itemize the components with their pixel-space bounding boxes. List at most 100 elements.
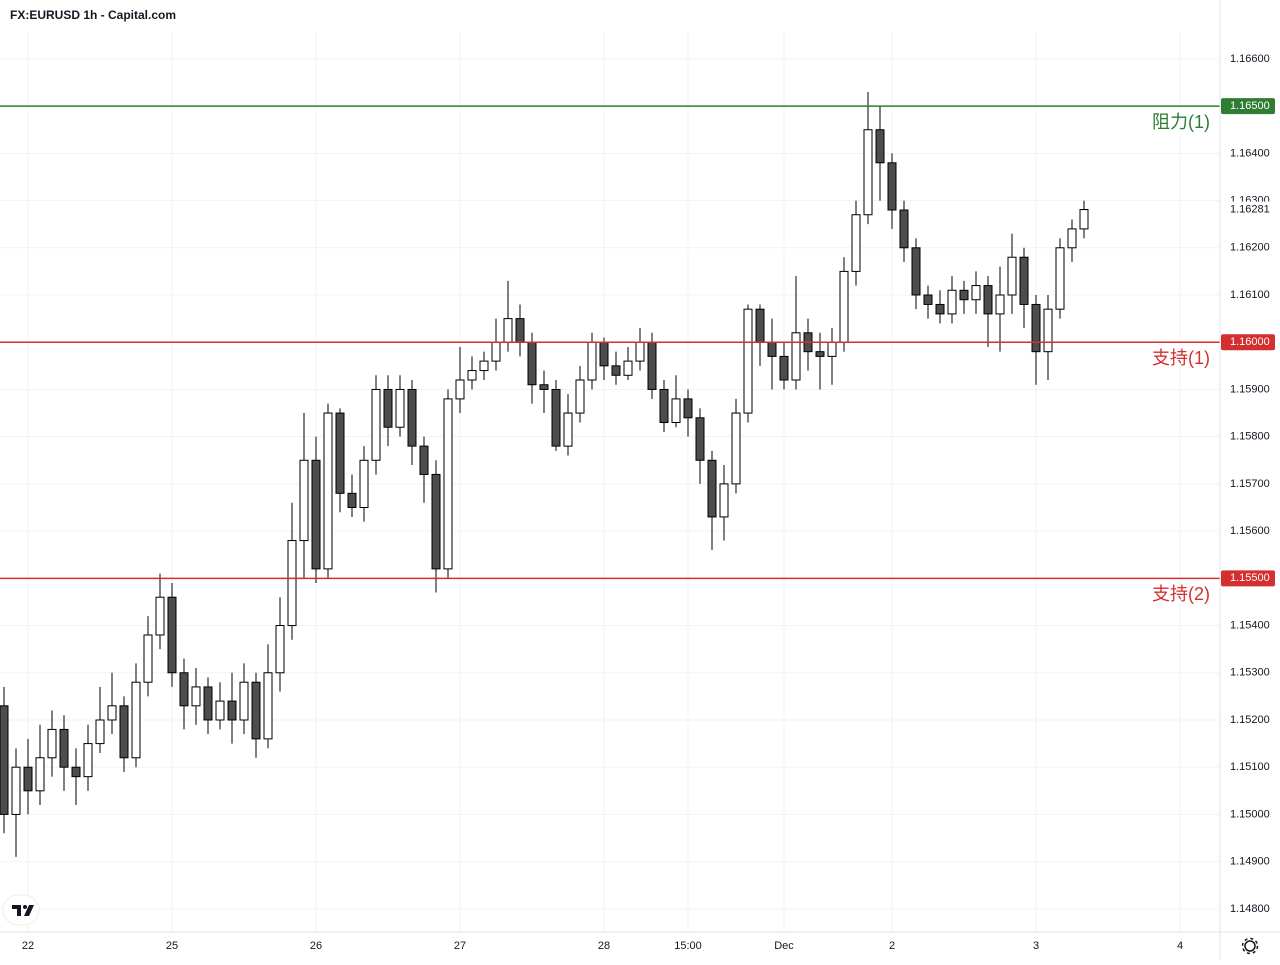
level-tag: 1.16500 [1230, 100, 1270, 112]
candle-body [563, 412, 573, 447]
y-tick-label: 1.14800 [1230, 903, 1270, 915]
candle-body [155, 596, 165, 636]
y-tick-label: 1.16600 [1230, 53, 1270, 65]
candle-body [587, 341, 597, 381]
candle-body [83, 743, 93, 778]
candle-body [707, 459, 717, 518]
candle-body [179, 672, 189, 707]
candle-body [0, 705, 9, 815]
candle-body [143, 634, 153, 683]
x-tick-label: 28 [598, 940, 610, 952]
candle-body [431, 473, 441, 570]
candle-body [899, 209, 909, 249]
candle-body [851, 214, 861, 272]
level-label: 支持(1) [1152, 348, 1210, 368]
y-tick-label: 1.16100 [1230, 289, 1270, 301]
candle-body [107, 705, 117, 721]
candle-body [503, 318, 513, 343]
y-tick-label: 1.15800 [1230, 431, 1270, 443]
candle-body [203, 686, 213, 721]
axes: 1.14800 1.14900 1.15000 1.15100 1.15200 1.153… [22, 53, 1275, 952]
candle-body [263, 672, 273, 740]
candle-body [371, 388, 381, 461]
candle-body [683, 398, 693, 419]
settings-icon[interactable] [1241, 937, 1259, 955]
candle-body [767, 341, 777, 357]
candle-body [827, 341, 837, 357]
candle-body [695, 417, 705, 461]
level-tag-bg [1221, 334, 1275, 351]
level-tag: 1.15500 [1230, 572, 1270, 584]
candle-body [791, 332, 801, 381]
candle-body [971, 285, 981, 301]
y-tick-label: 1.16200 [1230, 242, 1270, 254]
y-tick-label: 1.15000 [1230, 808, 1270, 820]
candle-body [995, 294, 1005, 315]
candle-body [59, 728, 69, 768]
candle-body [167, 596, 177, 674]
candle-body [1055, 247, 1065, 310]
y-tick-label: 1.14900 [1230, 856, 1270, 868]
x-tick-label: Dec [774, 940, 794, 952]
x-tick-label: 25 [166, 940, 178, 952]
candle-body [47, 728, 57, 759]
candle-body [527, 341, 537, 386]
candle-body [755, 308, 765, 343]
level-label: 阻力(1) [1152, 112, 1210, 132]
candle-body [467, 370, 477, 381]
candle-body [671, 398, 681, 424]
candle-body [923, 294, 933, 305]
candle-body [875, 129, 885, 164]
plot: 阻力(1) 支持(1) 支持(2) [0, 91, 1220, 857]
candle-body [1067, 228, 1077, 249]
y-tick-label: 1.15400 [1230, 619, 1270, 631]
candle-body [359, 459, 369, 508]
candle-body [383, 388, 393, 428]
candle-body [779, 355, 789, 381]
x-tick-label: 3 [1033, 940, 1039, 952]
candle-body [1031, 303, 1041, 353]
candle-body [659, 388, 669, 424]
level-label: 支持(2) [1152, 584, 1210, 604]
chart-title: FX:EURUSD 1h - Capital.com [10, 8, 176, 22]
candle-body [323, 412, 333, 570]
x-tick-label: 2 [889, 940, 895, 952]
candle-body [719, 483, 729, 518]
candle-body [539, 384, 549, 390]
logo [2, 894, 40, 926]
candle-body [239, 681, 249, 721]
candle-body [455, 379, 465, 400]
candle-body [959, 289, 969, 301]
y-tick-label: 1.15300 [1230, 667, 1270, 679]
last-price-label: 1.16281 [1230, 203, 1270, 215]
candle-body [491, 341, 501, 362]
candle-body [407, 388, 417, 447]
candle-body [95, 719, 105, 745]
x-tick-label: 15:00 [674, 940, 702, 952]
x-tick-label: 27 [454, 940, 466, 952]
candle-body [419, 445, 429, 475]
candle-body [347, 492, 357, 508]
level-tag-bg [1221, 98, 1275, 115]
candle-body [227, 700, 237, 721]
candle-body [287, 540, 297, 627]
y-tick-label: 1.15900 [1230, 383, 1270, 395]
candle-body [731, 412, 741, 485]
y-tick-label: 1.15700 [1230, 478, 1270, 490]
candle-body [647, 341, 657, 390]
candle-body [119, 705, 129, 759]
candle-body [335, 412, 345, 494]
candle-body [1007, 256, 1017, 296]
candle-body [623, 360, 633, 376]
candle-body [443, 398, 453, 570]
candle-body [311, 459, 321, 570]
candle-body [215, 700, 225, 721]
x-tick-label: 22 [22, 940, 34, 952]
candle-body [611, 365, 621, 376]
candle-body [839, 270, 849, 343]
candle-body [1043, 308, 1053, 353]
candle-body [887, 162, 897, 211]
y-tick-label: 1.15600 [1230, 525, 1270, 537]
